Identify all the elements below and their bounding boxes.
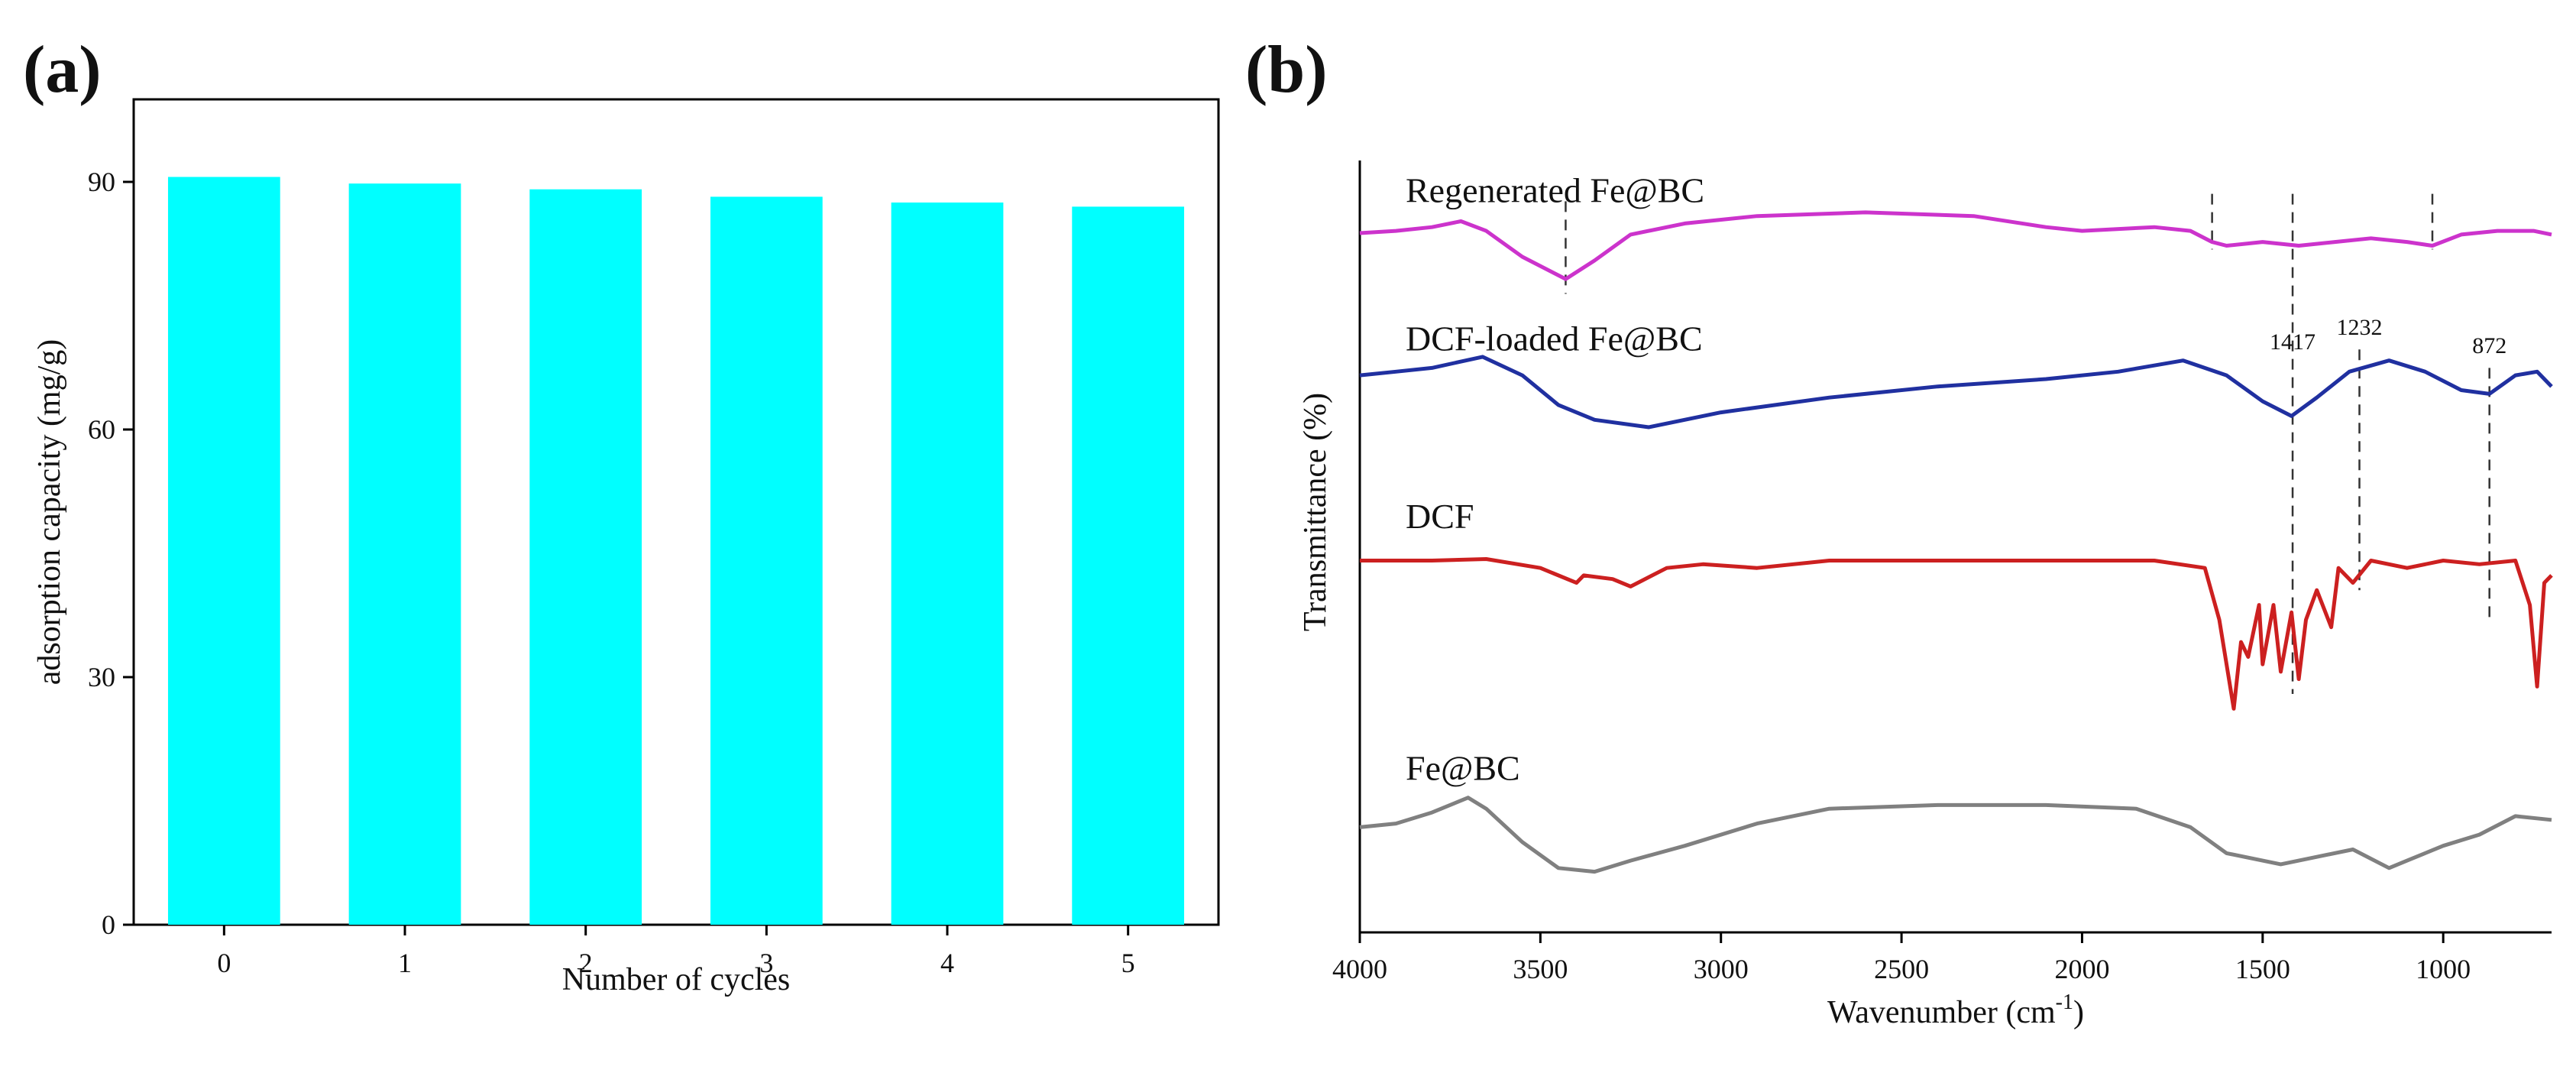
y-tick-label: 30 <box>88 662 115 692</box>
series-line <box>1359 355 2553 430</box>
series-line <box>1359 210 2552 281</box>
bar-cycle-3 <box>710 196 823 925</box>
panel-b-x-ticks: 4000 3500 3000 2500 2000 1500 1000 <box>1332 932 2471 984</box>
panel-a-x-ticks: 0 1 2 3 4 5 <box>217 925 1135 978</box>
panel-a-label: (a) <box>23 33 102 107</box>
peak-label: 1232 <box>2337 315 2383 340</box>
y-tick-label: 60 <box>88 414 115 445</box>
x-tick-label: 5 <box>1121 948 1135 978</box>
bar-cycle-1 <box>348 183 461 925</box>
y-tick-label: 90 <box>88 167 115 197</box>
bar-cycle-4 <box>891 203 1004 925</box>
x-tick-label: 3 <box>759 948 773 978</box>
panel-b-label: (b) <box>1245 33 1328 107</box>
panel-b-axes <box>1358 160 2552 934</box>
panel-b-y-axis-label: Transmittance (%) <box>1298 393 1333 631</box>
panel-a-frame <box>132 98 1220 926</box>
panel-a-y-ticks: 0 30 60 90 <box>88 167 134 940</box>
x-tick-label: 0 <box>217 948 231 978</box>
series-line <box>1359 796 2552 874</box>
x-tick-label: 1500 <box>2235 954 2290 984</box>
series-label: DCF <box>1406 497 1474 536</box>
panel-b-series <box>1359 210 2553 874</box>
panel-b-x-axis-label-main: Wavenumber (cm <box>1827 995 2056 1030</box>
x-tick-label: 2 <box>579 948 593 978</box>
x-tick-label: 2500 <box>1874 954 1929 984</box>
panel-a-y-axis-label: adsorption capacity (mg/g) <box>32 339 67 686</box>
peak-label: 1417 <box>2270 329 2315 355</box>
panel-a: (a) 0 1 2 3 4 5 0 30 60 90 Number of cycles adso… <box>23 33 1220 997</box>
panel-a-bars <box>167 177 1185 926</box>
panel-b-x-axis-label: Wavenumber (cm-1) <box>1827 990 2084 1030</box>
panel-b-x-axis-label-close: ) <box>2073 995 2084 1030</box>
series-label: Regenerated Fe@BC <box>1406 170 1704 209</box>
series-label: Fe@BC <box>1406 749 1520 788</box>
series-line <box>1360 557 2553 711</box>
panel-b-peak-annotations: 1417 1232 872 <box>2270 315 2506 358</box>
y-tick-label: 0 <box>102 909 115 940</box>
x-tick-label: 1000 <box>2416 954 2471 984</box>
x-tick-label: 3500 <box>1513 954 1568 984</box>
panel-b: (b) Regenerated Fe@BC DCF-loaded Fe@BC DCF… <box>1245 33 2553 1030</box>
x-tick-label: 2000 <box>2054 954 2109 984</box>
panel-b-dashed-lines <box>1565 193 2490 694</box>
panel-a-x-axis-label: Number of cycles <box>562 962 791 997</box>
series-label: DCF-loaded Fe@BC <box>1406 319 1703 358</box>
peak-label: 872 <box>2472 333 2506 358</box>
panel-b-x-axis-label-superscript: -1 <box>2056 990 2073 1014</box>
x-tick-label: 4 <box>940 948 954 978</box>
panel-b-series-labels: Regenerated Fe@BC DCF-loaded Fe@BC DCF Fe@B… <box>1406 170 1704 787</box>
bar-cycle-2 <box>529 189 642 926</box>
x-tick-label: 1 <box>398 948 412 978</box>
x-tick-label: 3000 <box>1694 954 1749 984</box>
x-tick-label: 4000 <box>1332 954 1387 984</box>
bar-cycle-0 <box>167 177 280 925</box>
bar-cycle-5 <box>1072 206 1185 925</box>
